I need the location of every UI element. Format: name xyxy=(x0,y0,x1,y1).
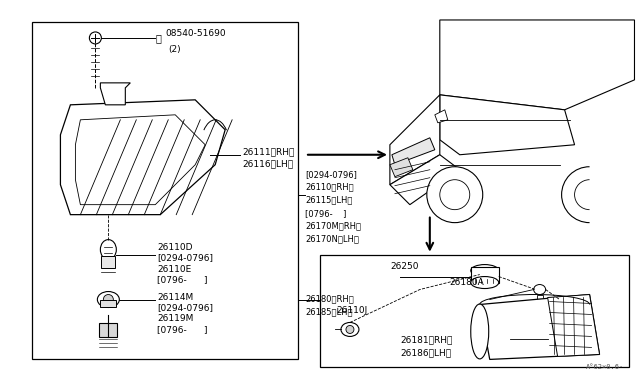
Text: 26110E: 26110E xyxy=(157,264,191,273)
Polygon shape xyxy=(390,155,460,205)
Text: 26116〈LH〉: 26116〈LH〉 xyxy=(242,160,293,169)
Circle shape xyxy=(346,326,354,333)
Text: 26115〈LH〉: 26115〈LH〉 xyxy=(305,196,353,205)
Polygon shape xyxy=(60,100,225,215)
Polygon shape xyxy=(390,158,413,177)
Ellipse shape xyxy=(534,285,546,295)
Ellipse shape xyxy=(97,292,119,308)
Text: A°62×0.6·: A°62×0.6· xyxy=(586,365,625,371)
Text: 26186〈LH〉: 26186〈LH〉 xyxy=(400,349,451,357)
Text: 26170N〈LH〉: 26170N〈LH〉 xyxy=(305,235,359,244)
Bar xyxy=(100,299,116,308)
Polygon shape xyxy=(440,20,634,110)
Circle shape xyxy=(103,295,113,305)
Ellipse shape xyxy=(471,264,499,276)
Bar xyxy=(471,267,499,283)
Text: [0796-      ]: [0796- ] xyxy=(157,326,208,334)
Text: 26180A: 26180A xyxy=(450,278,484,286)
Text: 26170M〈RH〉: 26170M〈RH〉 xyxy=(305,222,361,231)
Ellipse shape xyxy=(471,304,489,359)
Text: [0294-0796]: [0294-0796] xyxy=(157,304,213,312)
Text: 26110〈RH〉: 26110〈RH〉 xyxy=(305,183,354,192)
Text: (2): (2) xyxy=(168,45,181,54)
Polygon shape xyxy=(440,95,575,155)
Text: 26185〈LH〉: 26185〈LH〉 xyxy=(305,308,353,317)
Circle shape xyxy=(90,32,101,44)
Text: [0796-    ]: [0796- ] xyxy=(305,209,346,218)
Bar xyxy=(537,295,543,301)
Text: 26110J: 26110J xyxy=(336,307,367,315)
Bar xyxy=(320,254,630,368)
Text: 26111〈RH〉: 26111〈RH〉 xyxy=(242,148,294,157)
Text: [0294-0796]: [0294-0796] xyxy=(157,254,213,263)
Polygon shape xyxy=(390,95,440,185)
Text: 26119M: 26119M xyxy=(157,314,194,324)
Text: 08540-51690: 08540-51690 xyxy=(165,29,226,38)
Text: Ⓢ: Ⓢ xyxy=(156,33,161,43)
Circle shape xyxy=(440,180,470,210)
Ellipse shape xyxy=(341,323,359,336)
Text: [0796-      ]: [0796- ] xyxy=(157,276,208,285)
Polygon shape xyxy=(548,295,600,356)
Circle shape xyxy=(427,167,483,222)
Text: 26114M: 26114M xyxy=(157,292,193,302)
Ellipse shape xyxy=(471,276,499,289)
Bar xyxy=(101,256,115,267)
Text: 26181〈RH〉: 26181〈RH〉 xyxy=(400,336,452,344)
Bar xyxy=(33,22,298,359)
Ellipse shape xyxy=(100,240,116,260)
Polygon shape xyxy=(100,83,131,105)
Text: [0294-0796]: [0294-0796] xyxy=(305,170,357,179)
Text: 26250: 26250 xyxy=(390,262,419,270)
Bar xyxy=(99,324,117,337)
Polygon shape xyxy=(480,295,600,359)
Text: 26110D: 26110D xyxy=(157,243,193,251)
Polygon shape xyxy=(435,110,448,123)
Polygon shape xyxy=(392,138,435,165)
Text: 26180〈RH〉: 26180〈RH〉 xyxy=(305,295,354,304)
